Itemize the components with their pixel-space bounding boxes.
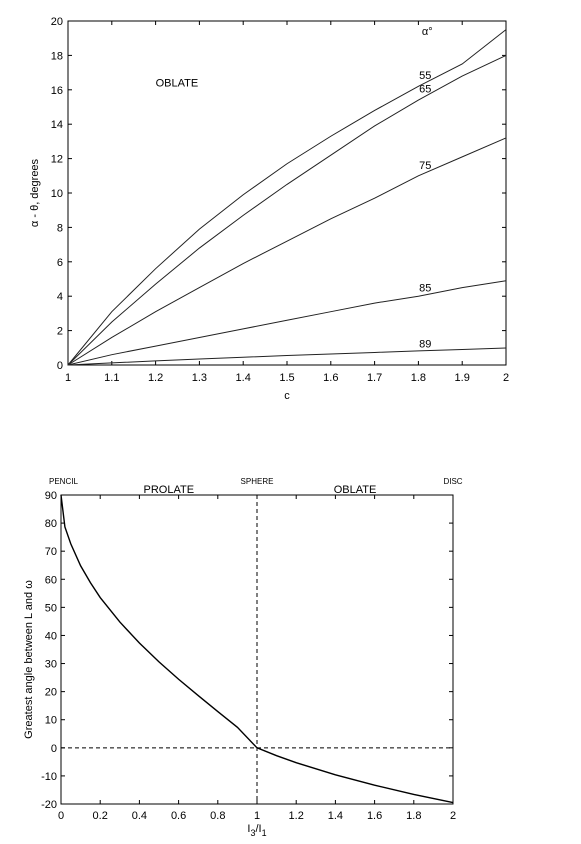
plot-frame-top: [67, 20, 507, 366]
y-tick-label: 14: [51, 119, 63, 131]
series-label-89: 89: [419, 339, 431, 351]
series-label-85: 85: [419, 282, 431, 294]
x-tick-label: 2: [450, 810, 456, 822]
y-tick-label: 6: [57, 257, 63, 269]
series-line-89: [67, 347, 507, 366]
series-line-55: [67, 29, 507, 366]
chart-bottom: 0 0.2 0.4 0.6 0.8 1 1.2 1.4 1.6 1.8 2 -20 -10 0 10 20 30…: [23, 477, 463, 838]
y-tick-label: 20: [51, 16, 63, 28]
x-tick-label: 1.4: [236, 372, 251, 384]
x-tick-label: 1.5: [279, 372, 294, 384]
x-tick-label: 1.7: [367, 372, 382, 384]
x-tick-label: 0.6: [171, 810, 186, 822]
x-tick-label: 1: [254, 810, 260, 822]
series-line-65: [67, 54, 507, 366]
angle-curve: [60, 494, 454, 804]
top-label-oblate: OBLATE: [334, 484, 377, 496]
y-tick-label: 30: [45, 659, 57, 671]
series-line-75: [67, 137, 507, 366]
y-tick-label: 20: [45, 687, 57, 699]
y-tick-label: 40: [45, 630, 57, 642]
y-tick-label: 10: [45, 715, 57, 727]
y-tick-label: 90: [45, 490, 57, 502]
chart-top: 1 1.1 1.2 1.3 1.4 1.5 1.6 1.7 1.8 1.9 202468101214…: [29, 16, 509, 402]
y-tick-label: 2: [57, 326, 63, 338]
top-label-disc: DISC: [443, 477, 462, 486]
y-tick-label: -20: [41, 799, 57, 811]
y-tick-label: 0: [51, 743, 57, 755]
series-label-65: 65: [419, 83, 431, 95]
y-tick-label: 18: [51, 50, 63, 62]
top-region-labels: PENCIL PROLATE SPHERE OBLATE DISC: [49, 477, 463, 496]
series-label-55: 55: [419, 70, 431, 82]
y-tick-label: 12: [51, 154, 63, 166]
top-label-pencil: PENCIL: [49, 477, 78, 486]
x-tick-label: 1.3: [192, 372, 207, 384]
x-tick-label: 0.4: [132, 810, 147, 822]
x-tick-label: 1.6: [367, 810, 382, 822]
legend-title-alpha: α°: [422, 26, 433, 38]
x-tick-label: 1.8: [411, 372, 426, 384]
x-tick-label: 1.9: [455, 372, 470, 384]
series-group-bottom: [60, 494, 454, 804]
region-label-oblate: OBLATE: [156, 77, 199, 89]
x-tick-label: 1.6: [323, 372, 338, 384]
y-tick-label: 8: [57, 222, 63, 234]
y-tick-label: 80: [45, 518, 57, 530]
x-tick-label: 1.2: [148, 372, 163, 384]
x-tick-label: 1.8: [406, 810, 421, 822]
x-tick-label: 0.2: [93, 810, 108, 822]
top-label-prolate: PROLATE: [144, 484, 195, 496]
x-axis-label-bottom: I3/I1: [247, 823, 266, 838]
y-axis-label-bottom: Greatest angle between L and ω: [23, 580, 35, 739]
y-tick-label: 60: [45, 574, 57, 586]
axis-ticks-top: 1 1.1 1.2 1.3 1.4 1.5 1.6 1.7 1.8 1.9 202468101214…: [51, 16, 509, 384]
x-tick-label: 1.4: [328, 810, 343, 822]
axis-ticks-bottom: 0 0.2 0.4 0.6 0.8 1 1.2 1.4 1.6 1.8 2 -20 -10 0 10 20 30…: [41, 490, 456, 822]
series-line-85: [67, 280, 507, 366]
x-tick-label: 1.2: [289, 810, 304, 822]
x-tick-label: 0.8: [210, 810, 225, 822]
x-tick-label: 1: [65, 372, 71, 384]
reference-lines: [61, 495, 453, 804]
x-axis-label-top: c: [284, 390, 290, 402]
y-tick-label: 50: [45, 602, 57, 614]
y-tick-label: -10: [41, 771, 57, 783]
y-tick-label: 0: [57, 360, 63, 372]
top-label-sphere: SPHERE: [241, 477, 274, 486]
y-tick-label: 10: [51, 188, 63, 200]
series-label-75: 75: [419, 160, 431, 172]
x-tick-label: 2: [503, 372, 509, 384]
y-axis-label-top: α - θ, degrees: [29, 158, 41, 227]
y-tick-label: 16: [51, 85, 63, 97]
y-tick-label: 4: [57, 291, 63, 303]
x-tick-label: 0: [58, 810, 64, 822]
x-tick-label: 1.1: [104, 372, 119, 384]
y-tick-label: 70: [45, 546, 57, 558]
